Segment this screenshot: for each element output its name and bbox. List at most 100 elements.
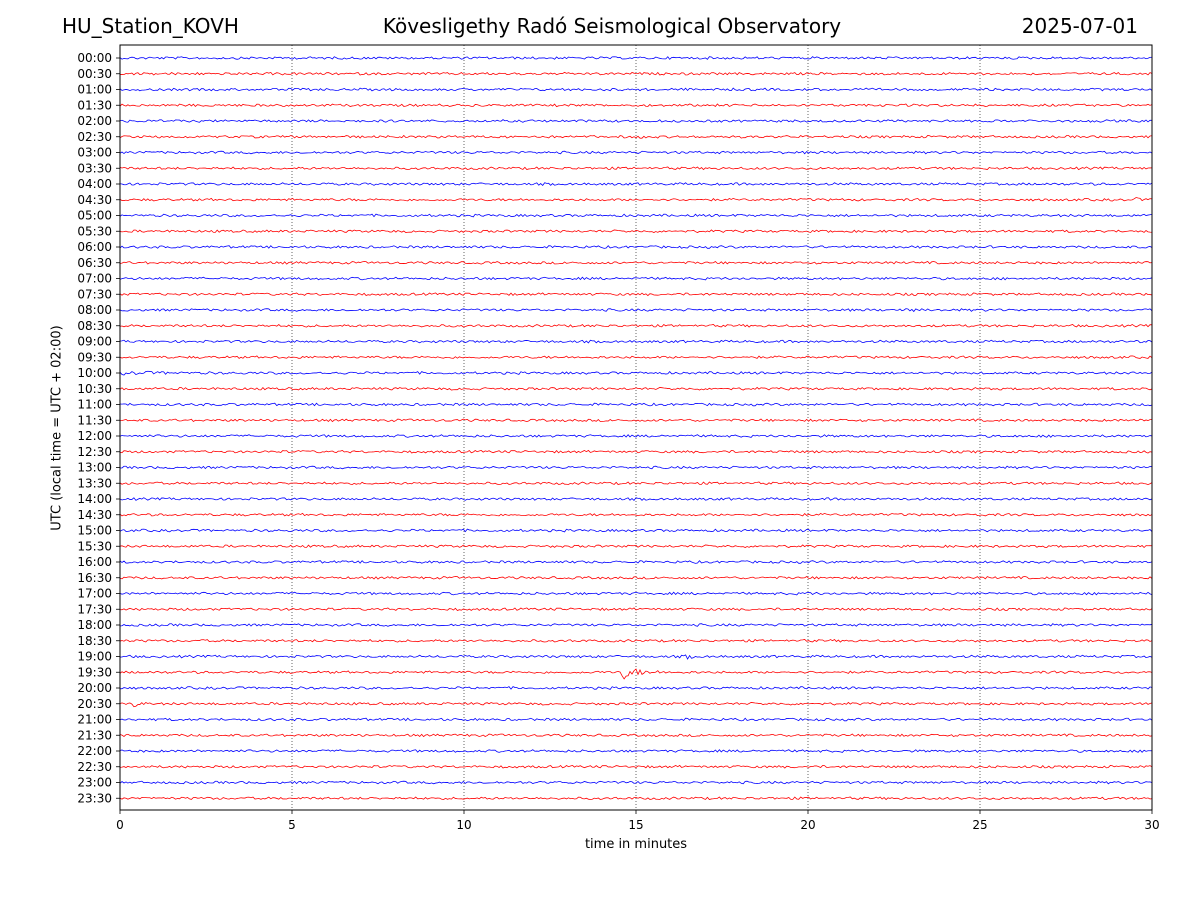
trace-03:30 [119,166,1153,171]
trace-01:30 [119,103,1153,108]
trace-09:30 [119,355,1153,359]
y-tick-label-12:30: 12:30 [77,445,112,459]
y-tick-label-07:00: 07:00 [77,272,112,286]
trace-05:30 [119,229,1153,234]
trace-14:00 [119,497,1153,501]
y-tick-label-12:00: 12:00 [77,429,112,443]
trace-21:00 [119,717,1153,722]
y-tick-label-20:00: 20:00 [77,681,112,695]
trace-11:00 [119,402,1153,407]
trace-23:00 [119,780,1153,785]
x-tick-label-30: 30 [1144,818,1159,832]
trace-13:30 [119,481,1153,486]
y-tick-label-07:30: 07:30 [77,287,112,301]
trace-22:00 [119,749,1153,753]
trace-02:30 [119,134,1153,139]
x-tick-label-15: 15 [628,818,643,832]
trace-08:30 [119,323,1153,328]
y-tick-label-18:00: 18:00 [77,618,112,632]
trace-13:00 [119,465,1153,470]
trace-23:30 [119,796,1153,801]
y-tick-label-08:30: 08:30 [77,319,112,333]
trace-15:00 [119,528,1153,533]
y-tick-label-21:30: 21:30 [77,728,112,742]
trace-02:00 [119,119,1153,123]
trace-21:30 [119,733,1153,738]
trace-16:30 [119,575,1153,580]
x-axis-label: time in minutes [584,837,688,852]
y-tick-label-15:00: 15:00 [77,524,112,538]
trace-01:00 [119,87,1153,92]
x-tick-label-20: 20 [800,818,815,832]
trace-06:30 [119,260,1153,265]
y-tick-label-23:00: 23:00 [77,776,112,790]
trace-10:30 [119,386,1153,391]
y-tick-label-05:30: 05:30 [77,224,112,238]
y-tick-label-21:00: 21:00 [77,713,112,727]
x-tick-label-10: 10 [456,818,471,832]
y-tick-label-06:30: 06:30 [77,256,112,270]
y-tick-label-05:00: 05:00 [77,209,112,223]
trace-18:30 [119,638,1153,643]
trace-12:30 [119,449,1153,454]
y-tick-label-04:00: 04:00 [77,177,112,191]
y-tick-label-22:30: 22:30 [77,760,112,774]
y-tick-label-08:00: 08:00 [77,303,112,317]
trace-19:30 [119,668,1153,680]
trace-20:00 [119,686,1153,690]
y-tick-label-14:00: 14:00 [77,492,112,506]
y-tick-label-10:30: 10:30 [77,382,112,396]
chart-date: 2025-07-01 [1021,14,1138,38]
y-tick-label-16:00: 16:00 [77,555,112,569]
y-tick-label-06:00: 06:00 [77,240,112,254]
trace-08:00 [119,308,1153,313]
trace-11:30 [119,418,1153,423]
y-tick-label-03:00: 03:00 [77,146,112,160]
trace-15:30 [119,544,1153,549]
y-tick-label-09:00: 09:00 [77,335,112,349]
y-tick-label-17:30: 17:30 [77,602,112,616]
trace-07:00 [119,276,1153,281]
chart-title: Kövesligethy Radó Seismological Observat… [382,14,842,38]
y-tick-label-11:00: 11:00 [77,398,112,412]
y-tick-label-16:30: 16:30 [77,571,112,585]
y-tick-label-13:00: 13:00 [77,461,112,475]
x-tick-label-25: 25 [972,818,987,832]
trace-07:30 [119,292,1153,297]
trace-18:00 [119,623,1153,627]
y-tick-label-13:30: 13:30 [77,476,112,490]
x-tick-label-5: 5 [288,818,296,832]
y-tick-label-22:00: 22:00 [77,744,112,758]
y-tick-label-18:30: 18:30 [77,634,112,648]
trace-10:00 [119,370,1153,376]
trace-00:00 [119,56,1153,60]
y-tick-label-17:00: 17:00 [77,587,112,601]
trace-05:00 [119,213,1153,218]
y-tick-label-11:30: 11:30 [77,413,112,427]
y-tick-label-15:30: 15:30 [77,539,112,553]
y-tick-label-20:30: 20:30 [77,697,112,711]
y-tick-label-23:30: 23:30 [77,791,112,805]
trace-20:30 [119,701,1153,708]
y-tick-label-04:30: 04:30 [77,193,112,207]
y-tick-label-02:30: 02:30 [77,130,112,144]
y-tick-label-10:00: 10:00 [77,366,112,380]
y-tick-label-01:30: 01:30 [77,98,112,112]
y-tick-label-19:30: 19:30 [77,665,112,679]
trace-00:30 [119,71,1153,76]
trace-12:00 [119,434,1153,438]
y-tick-label-19:00: 19:00 [77,650,112,664]
trace-17:00 [119,591,1153,596]
trace-06:00 [119,245,1153,249]
trace-03:00 [119,150,1153,155]
trace-04:00 [119,182,1153,186]
x-tick-label-0: 0 [116,818,124,832]
y-tick-label-14:30: 14:30 [77,508,112,522]
trace-22:30 [119,764,1153,769]
y-tick-label-00:00: 00:00 [77,51,112,65]
trace-17:30 [119,607,1153,612]
trace-14:30 [119,512,1153,517]
y-tick-label-01:00: 01:00 [77,83,112,97]
y-tick-label-00:30: 00:30 [77,67,112,81]
